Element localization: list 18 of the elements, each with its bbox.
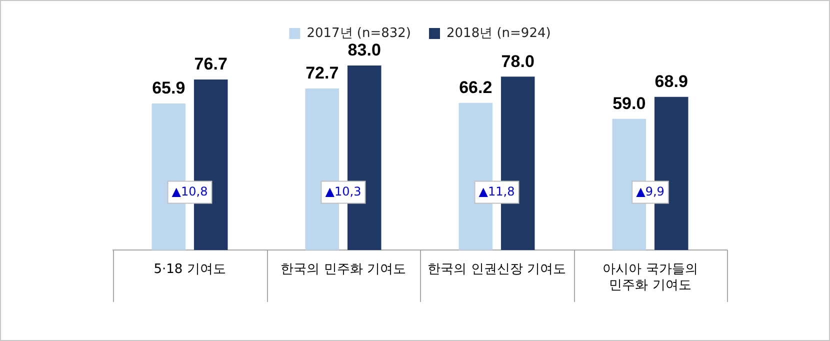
annotation: ▲11,8 (478, 184, 515, 198)
data-label: 66.2 (459, 78, 492, 98)
annotation: ▲9,9 (636, 184, 664, 198)
annotation: ▲10,8 (172, 184, 208, 198)
data-label: 78.0 (501, 52, 534, 71)
annotation: ▲10,3 (325, 184, 362, 198)
data-label: 76.7 (194, 54, 228, 74)
legend-label: 2018년 (n=924) (446, 26, 551, 41)
data-label: 72.7 (306, 64, 339, 83)
data-label: 59.0 (612, 94, 646, 114)
legend-label: 2017년 (n=832) (306, 26, 412, 41)
data-label: 65.9 (152, 78, 186, 98)
data-label: 68.9 (654, 72, 688, 92)
x-tick-label: 한국의 민주화 기여도 (280, 262, 406, 278)
x-tick-label: 한국의 인권신장 기여도 (428, 262, 566, 278)
data-label: 83.0 (348, 40, 381, 60)
x-tick-label: 아시아 국가들의 민주화 기여도 (602, 262, 698, 293)
x-tick-label: 5·18 기여도 (154, 262, 226, 278)
